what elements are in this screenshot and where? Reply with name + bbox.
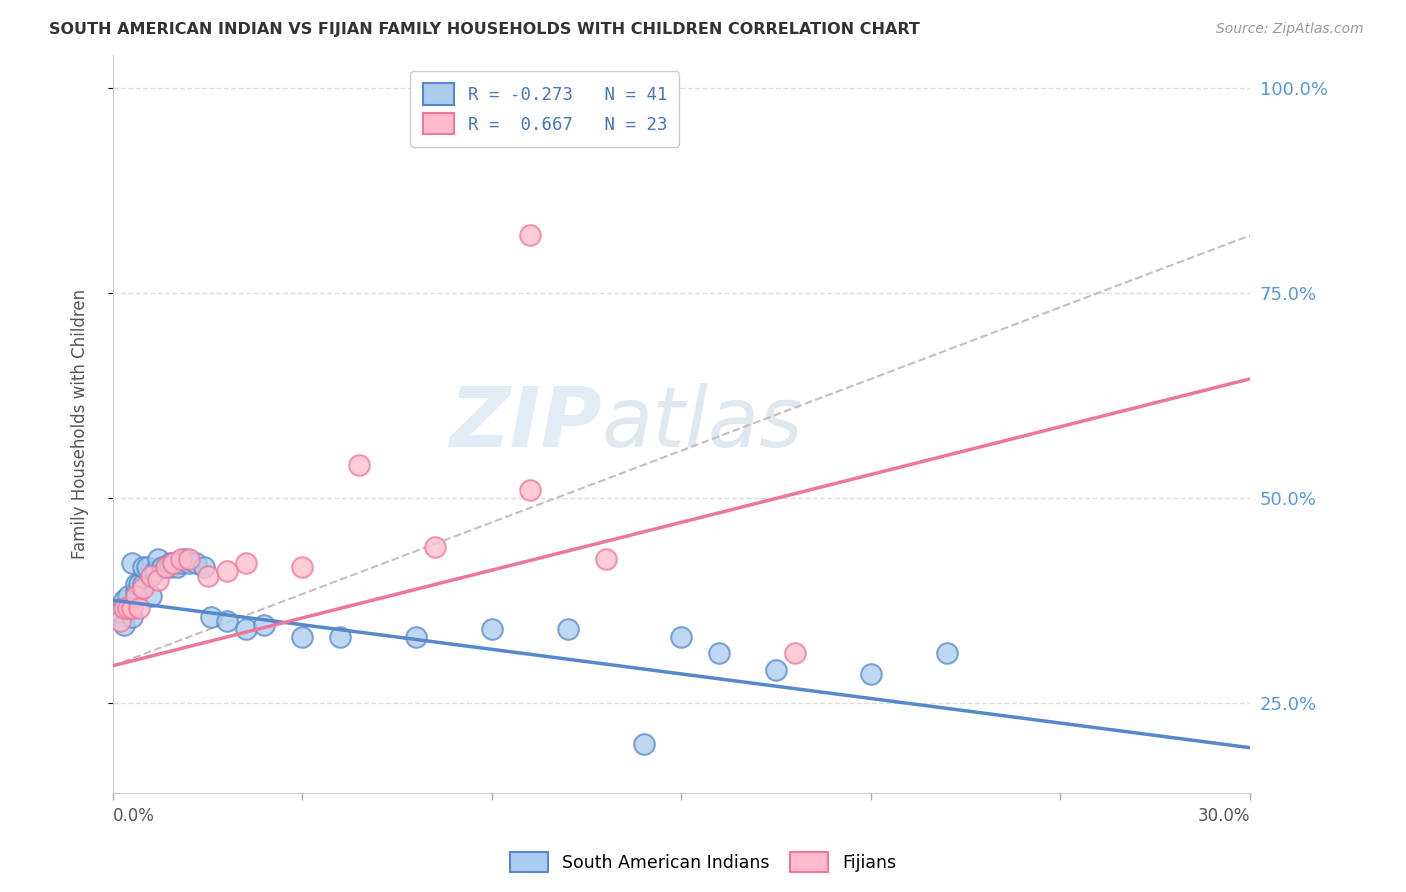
Point <box>785 647 807 661</box>
Point <box>128 601 150 615</box>
Point <box>405 630 427 644</box>
Point <box>143 565 166 579</box>
Point <box>291 560 314 574</box>
Point <box>595 552 617 566</box>
Point <box>148 552 170 566</box>
Point <box>139 589 162 603</box>
Point <box>197 568 219 582</box>
Point <box>132 576 155 591</box>
Point <box>159 556 181 570</box>
Point <box>519 228 541 243</box>
Point <box>110 606 132 620</box>
Point <box>935 647 957 661</box>
Point <box>150 560 173 574</box>
Point <box>215 565 238 579</box>
Point <box>117 589 139 603</box>
Point <box>765 663 787 677</box>
Point <box>349 458 371 472</box>
Point <box>132 560 155 574</box>
Point <box>162 556 184 570</box>
Point <box>110 614 132 628</box>
Point <box>329 630 352 644</box>
Text: 30.0%: 30.0% <box>1198 807 1250 825</box>
Point <box>709 647 731 661</box>
Point <box>112 601 135 615</box>
Point <box>173 552 195 566</box>
Text: SOUTH AMERICAN INDIAN VS FIJIAN FAMILY HOUSEHOLDS WITH CHILDREN CORRELATION CHAR: SOUTH AMERICAN INDIAN VS FIJIAN FAMILY H… <box>49 22 920 37</box>
Point <box>859 667 882 681</box>
Point <box>121 609 143 624</box>
Legend: South American Indians, Fijians: South American Indians, Fijians <box>503 845 903 879</box>
Point <box>128 576 150 591</box>
Point <box>117 601 139 615</box>
Point <box>235 622 257 636</box>
Point <box>124 585 146 599</box>
Point <box>155 560 177 574</box>
Point <box>112 617 135 632</box>
Text: 0.0%: 0.0% <box>112 807 155 825</box>
Point <box>423 540 446 554</box>
Point <box>155 560 177 574</box>
Point <box>200 609 222 624</box>
Point <box>519 483 541 497</box>
Point <box>177 552 200 566</box>
Point <box>112 593 135 607</box>
Point <box>166 560 188 574</box>
Point <box>139 568 162 582</box>
Point <box>124 576 146 591</box>
Point <box>557 622 579 636</box>
Point <box>177 556 200 570</box>
Point <box>235 556 257 570</box>
Text: atlas: atlas <box>602 384 803 465</box>
Point <box>159 560 181 574</box>
Point <box>633 737 655 751</box>
Point <box>121 601 143 615</box>
Point <box>193 560 215 574</box>
Text: Source: ZipAtlas.com: Source: ZipAtlas.com <box>1216 22 1364 37</box>
Point <box>148 573 170 587</box>
Point <box>291 630 314 644</box>
Point <box>215 614 238 628</box>
Point <box>253 617 276 632</box>
Y-axis label: Family Households with Children: Family Households with Children <box>72 289 89 559</box>
Point <box>671 630 693 644</box>
Point <box>186 556 208 570</box>
Text: ZIP: ZIP <box>449 384 602 465</box>
Legend: R = -0.273   N = 41, R =  0.667   N = 23: R = -0.273 N = 41, R = 0.667 N = 23 <box>411 71 679 146</box>
Point <box>170 556 193 570</box>
Point <box>136 560 159 574</box>
Point <box>481 622 503 636</box>
Point <box>124 589 146 603</box>
Point <box>132 581 155 595</box>
Point <box>162 556 184 570</box>
Point <box>121 556 143 570</box>
Point <box>170 552 193 566</box>
